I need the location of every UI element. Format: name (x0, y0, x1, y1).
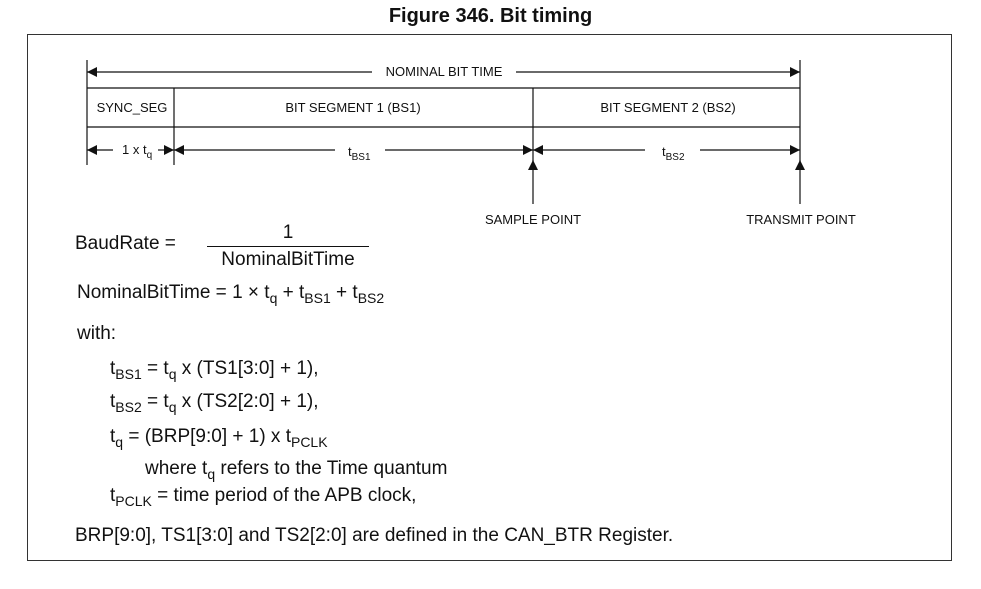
baudrate-denominator: NominalBitTime (221, 249, 355, 270)
nominal-bit-time-label: NOMINAL BIT TIME (386, 64, 503, 79)
segment-bs2: BIT SEGMENT 2 (BS2) (600, 100, 735, 115)
bs2-duration-label: tBS2 (662, 144, 685, 163)
tbs1-formula: tBS1 = tq x (TS1[3:0] + 1), (110, 358, 319, 382)
tpclk-definition: tPCLK = time period of the APB clock, (110, 485, 417, 509)
tq-formula: tq = (BRP[9:0] + 1) x tPCLK (110, 426, 328, 450)
with-label: with: (77, 323, 117, 344)
transmit-point-label: TRANSMIT POINT (746, 212, 856, 227)
nominal-bit-time-formula: NominalBitTime = 1 × tq + tBS1 + tBS2 (77, 282, 385, 306)
sample-point-label: SAMPLE POINT (485, 212, 581, 227)
baudrate-lhs: BaudRate = (75, 233, 176, 254)
tbs2-formula: tBS2 = tq x (TS2[2:0] + 1), (110, 391, 319, 415)
segment-bs1: BIT SEGMENT 1 (BS1) (285, 100, 420, 115)
segment-sync-seg: SYNC_SEG (97, 100, 168, 115)
baudrate-numerator: 1 (282, 222, 294, 243)
register-note: BRP[9:0], TS1[3:0] and TS2[2:0] are defi… (75, 525, 674, 546)
sync-duration-label: 1 x tq (122, 142, 152, 161)
figure-title: Figure 346. Bit timing (388, 5, 593, 27)
figure-frame (27, 34, 952, 561)
baudrate-fraction: 1 NominalBitTime (207, 222, 369, 271)
fraction-bar (207, 246, 369, 247)
bs1-duration-label: tBS1 (348, 144, 371, 163)
tq-definition: where tq refers to the Time quantum (145, 458, 448, 482)
